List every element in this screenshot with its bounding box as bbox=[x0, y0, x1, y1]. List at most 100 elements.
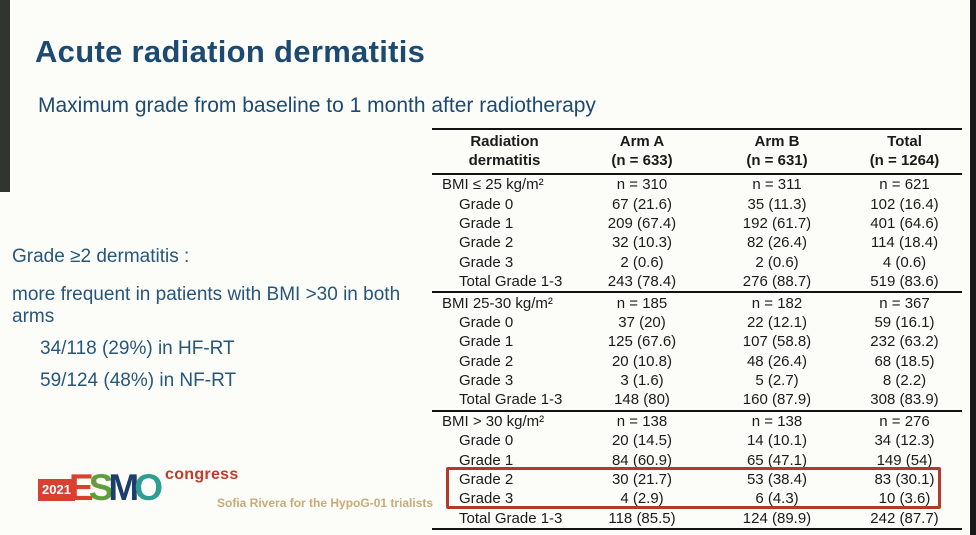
table-header-arm-b: Arm B (n = 631) bbox=[746, 133, 808, 169]
esmo-logo-letters: ESMO bbox=[69, 467, 163, 509]
table-cell: 82 (26.4) bbox=[746, 234, 808, 252]
table-header-radiation-dermatitis: Radiation dermatitis bbox=[468, 133, 541, 169]
table-cell: 10 (3.6) bbox=[878, 490, 931, 508]
table-cell: 242 (87.7) bbox=[870, 509, 939, 527]
table-cell: 8 (2.2) bbox=[882, 372, 927, 390]
table-cell: 59 (16.1) bbox=[874, 313, 935, 331]
dermatitis-table: Radiation dermatitis Arm A (n = 633) Arm… bbox=[432, 128, 962, 531]
table-row-highlighted: Grade 2 30 (21.7) 53 (38.4) 83 (30.1) bbox=[432, 470, 962, 489]
table-cell: 2 (0.6) bbox=[755, 253, 799, 271]
table-cell: 4 (0.6) bbox=[882, 253, 927, 271]
table-row: Grade 0 37 (20) 22 (12.1) 59 (16.1) bbox=[432, 313, 962, 332]
table-cell: 34 (12.3) bbox=[874, 432, 935, 450]
table-cell: 124 (89.9) bbox=[742, 509, 812, 527]
table-cell: 149 (54) bbox=[876, 451, 933, 469]
annotation-line-1: Grade ≥2 dermatitis : bbox=[12, 246, 190, 267]
grade-label: Grade 0 bbox=[459, 195, 514, 213]
table-row: Grade 0 67 (21.6) 35 (11.3) 102 (16.4) bbox=[432, 194, 962, 213]
table-cell: 30 (21.7) bbox=[611, 471, 673, 489]
grade-label: Grade 3 bbox=[459, 490, 514, 508]
table-row: Grade 2 32 (10.3) 82 (26.4) 114 (18.4) bbox=[432, 233, 962, 252]
grade-label: Grade 3 bbox=[459, 372, 514, 390]
logo-congress-label: congress bbox=[165, 466, 239, 483]
grade-label: Grade 2 bbox=[459, 352, 514, 370]
table-row: Grade 1 125 (67.6) 107 (58.8) 232 (63.2) bbox=[432, 332, 962, 351]
table-cell: 48 (26.4) bbox=[746, 352, 808, 370]
table-cell: 125 (67.6) bbox=[607, 333, 677, 351]
table-cell: 276 (88.7) bbox=[742, 273, 812, 291]
grade-label: Grade 2 bbox=[459, 234, 514, 252]
logo-letter-s: S bbox=[88, 467, 114, 508]
table-row: Grade 1 84 (60.9) 65 (47.1) 149 (54) bbox=[432, 450, 962, 469]
table-cell: 84 (60.9) bbox=[611, 451, 673, 469]
table-cell: n = 276 bbox=[879, 412, 930, 430]
annotation-line-2: more frequent in patients with BMI >30 i… bbox=[12, 284, 401, 327]
table-row: Grade 3 3 (1.6) 5 (2.7) 8 (2.2) bbox=[432, 371, 962, 390]
grade-label: Grade 3 bbox=[459, 253, 514, 271]
table-cell: 308 (83.9) bbox=[870, 391, 939, 409]
table-row: Grade 0 20 (14.5) 14 (10.1) 34 (12.3) bbox=[432, 431, 962, 450]
bmi-category-label: BMI 25-30 kg/m² bbox=[442, 294, 553, 312]
bmi-category-label: BMI ≤ 25 kg/m² bbox=[442, 176, 544, 194]
table-cell: 20 (14.5) bbox=[611, 432, 673, 450]
table-row: Total Grade 1-3 243 (78.4) 276 (88.7) 519 (… bbox=[432, 272, 962, 291]
table-cell: n = 138 bbox=[751, 412, 803, 430]
logo-year-badge: 2021 bbox=[38, 479, 75, 501]
table-body: BMI ≤ 25 kg/m² n = 310 n = 311 n = 621 Grade… bbox=[432, 175, 962, 528]
table-section-header-row: BMI ≤ 25 kg/m² n = 310 n = 311 n = 621 bbox=[432, 175, 962, 194]
table-section: BMI ≤ 25 kg/m² n = 310 n = 311 n = 621 Grade… bbox=[432, 175, 962, 294]
table-cell: n = 185 bbox=[616, 294, 668, 312]
slide-subtitle: Maximum grade from baseline to 1 month a… bbox=[38, 94, 596, 117]
table-cell: 67 (21.6) bbox=[611, 195, 673, 213]
table-cell: 519 (83.6) bbox=[870, 273, 939, 291]
annotation-line-3: 34/118 (29%) in HF-RT bbox=[40, 338, 235, 359]
table-cell: 2 (0.6) bbox=[620, 253, 664, 271]
table-cell: n = 182 bbox=[751, 294, 803, 312]
table-cell: 243 (78.4) bbox=[607, 273, 677, 291]
left-edge-bar bbox=[0, 0, 10, 192]
table-cell: 102 (16.4) bbox=[870, 195, 939, 213]
table-row: Total Grade 1-3 118 (85.5) 124 (89.9) 242 (… bbox=[432, 509, 962, 528]
grade-label: Grade 1 bbox=[459, 333, 514, 351]
attribution-text: Sofia Rivera for the HypoG-01 trialists bbox=[217, 496, 434, 510]
annotation-line-4: 59/124 (48%) in NF-RT bbox=[40, 370, 237, 391]
table-cell: 20 (10.8) bbox=[611, 352, 673, 370]
table-row: Grade 3 2 (0.6) 2 (0.6) 4 (0.6) bbox=[432, 253, 962, 272]
grade-label: Total Grade 1-3 bbox=[459, 273, 563, 291]
grade-label: Total Grade 1-3 bbox=[459, 391, 563, 409]
table-cell: 148 (80) bbox=[614, 391, 670, 409]
table-cell: 192 (61.7) bbox=[742, 214, 812, 232]
table-cell: 83 (30.1) bbox=[874, 471, 935, 489]
table-header-total: Total (n = 1264) bbox=[869, 133, 940, 169]
table-cell: n = 310 bbox=[616, 176, 668, 194]
table-section-header-row: BMI 25-30 kg/m² n = 185 n = 182 n = 367 bbox=[432, 293, 962, 312]
table-row: Grade 2 20 (10.8) 48 (26.4) 68 (18.5) bbox=[432, 352, 962, 371]
table-cell: 160 (87.9) bbox=[742, 391, 812, 409]
table-cell: 35 (11.3) bbox=[747, 195, 807, 213]
table-cell: 37 (20) bbox=[618, 313, 666, 331]
grade-label: Grade 0 bbox=[459, 313, 514, 331]
table-cell: 3 (1.6) bbox=[620, 372, 664, 390]
table-cell: 65 (47.1) bbox=[746, 451, 808, 469]
table-cell: 118 (85.5) bbox=[608, 509, 676, 527]
table-cell: 4 (2.9) bbox=[620, 490, 664, 508]
table-cell: 401 (64.6) bbox=[870, 214, 939, 232]
table-row: Total Grade 1-3 148 (80) 160 (87.9) 308 (83… bbox=[432, 390, 962, 409]
table-cell: 32 (10.3) bbox=[611, 234, 673, 252]
table-cell: 53 (38.4) bbox=[746, 471, 808, 489]
table-cell: 14 (10.1) bbox=[746, 432, 808, 450]
table-cell: 22 (12.1) bbox=[746, 313, 808, 331]
table-section-header-row: BMI > 30 kg/m² n = 138 n = 138 n = 276 bbox=[432, 412, 962, 431]
grade-label: Grade 0 bbox=[459, 432, 514, 450]
table-cell: 209 (67.4) bbox=[607, 214, 677, 232]
grade-label: Total Grade 1-3 bbox=[459, 509, 563, 527]
table-row: Grade 1 209 (67.4) 192 (61.7) 401 (64.6) bbox=[432, 214, 962, 233]
table-cell: n = 311 bbox=[752, 176, 802, 194]
table-header-row: Radiation dermatitis Arm A (n = 633) Arm… bbox=[432, 130, 962, 175]
table-cell: n = 621 bbox=[879, 176, 930, 194]
logo-letter-e: E bbox=[69, 467, 94, 508]
table-cell: 114 (18.4) bbox=[870, 234, 939, 252]
table-cell: 68 (18.5) bbox=[874, 352, 935, 370]
table-header-arm-a: Arm A (n = 633) bbox=[611, 133, 673, 169]
grade-label: Grade 1 bbox=[459, 451, 514, 469]
